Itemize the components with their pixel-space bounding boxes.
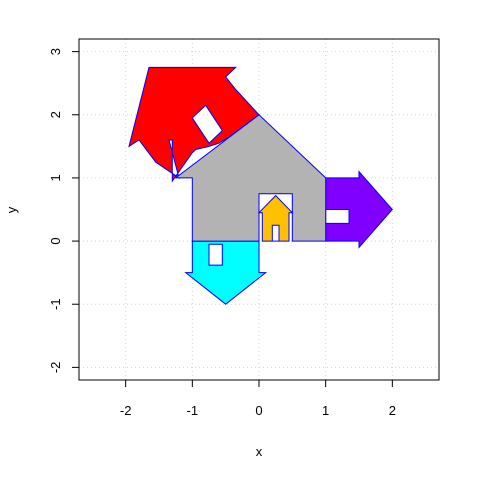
- y-axis-label: y: [4, 206, 19, 213]
- x-tick-label: 0: [255, 403, 262, 418]
- y-tick-label: 3: [48, 48, 63, 55]
- shape-gray-house: [174, 114, 327, 242]
- shape-red-house: [128, 66, 260, 183]
- shape-yellow-house: [257, 194, 294, 242]
- shape-layer: [128, 66, 393, 305]
- grid-lines: [79, 39, 439, 380]
- y-tick-label: -2: [48, 362, 63, 374]
- y-tick-label: 1: [48, 174, 63, 181]
- x-tick-label: -1: [187, 403, 199, 418]
- y-tick-label: 2: [48, 111, 63, 118]
- y-tick-label: -1: [48, 298, 63, 310]
- axis-ticks: -2 -1 0 1 2 -2 -1 0 1 2 3: [48, 48, 396, 418]
- x-axis-label: x: [256, 444, 263, 459]
- shape-purple-arrow: [325, 170, 393, 249]
- x-tick-label: 1: [322, 403, 329, 418]
- shape-cyan-arrow: [184, 240, 268, 305]
- x-tick-label: -2: [120, 403, 132, 418]
- x-tick-label: 2: [389, 403, 396, 418]
- y-tick-label: 0: [48, 237, 63, 244]
